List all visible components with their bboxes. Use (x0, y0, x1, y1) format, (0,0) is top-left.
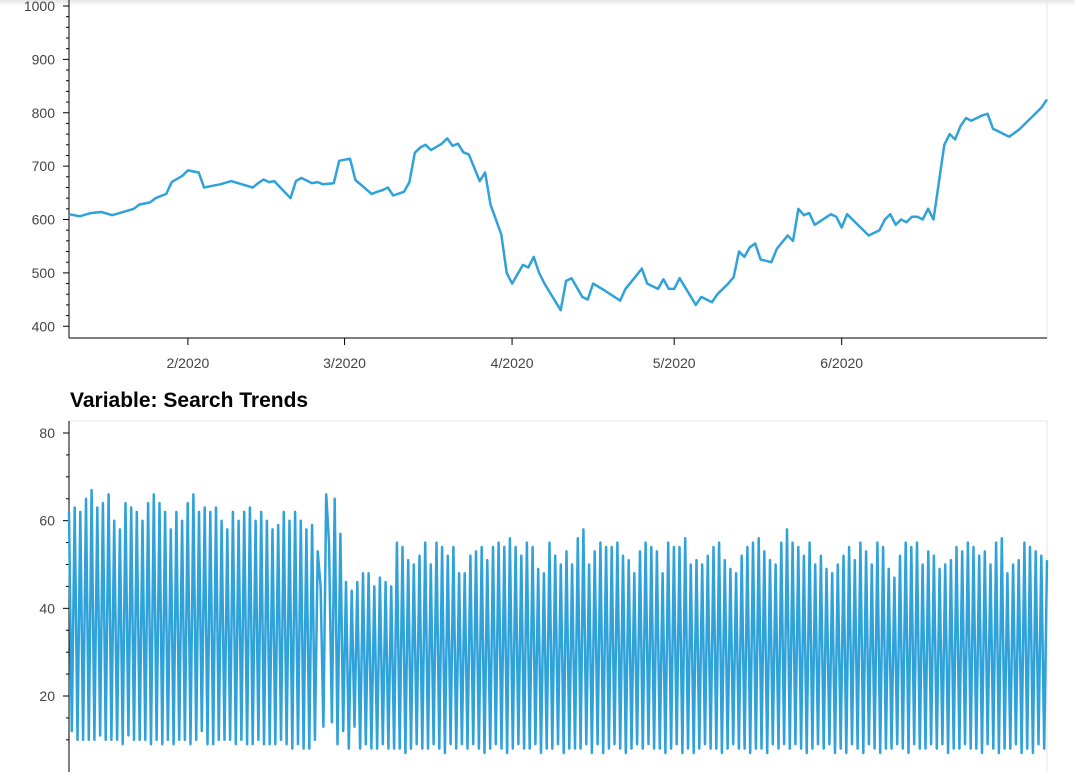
chart-1-y-tick-label: 500 (32, 265, 56, 281)
chart-1-y-tick-label: 1000 (24, 0, 55, 14)
chart-1-x-tick-label: 6/2020 (820, 355, 863, 371)
chart-1-x-tick-label: 4/2020 (491, 355, 534, 371)
chart-1-y-tick-label: 700 (32, 158, 56, 174)
chart-2-y-ticks: 20 40 60 80 (39, 425, 69, 741)
chart-1-series-line (68, 98, 1049, 312)
chart-1-y-tick-label: 900 (32, 51, 56, 67)
chart-2: Variable: Search Trends 20 40 60 80 (39, 389, 1049, 772)
chart-1-y-tick-label: 600 (32, 212, 56, 228)
chart-1-y-ticks: 400 500 600 700 800 900 1000 (24, 0, 69, 334)
chart-1-frame (68, 0, 1048, 339)
chart-2-y-tick-label: 80 (39, 425, 55, 441)
chart-1-x-tick-label: 2/2020 (166, 355, 209, 371)
chart-2-y-tick-label: 40 (39, 600, 55, 616)
chart-1-x-tick-label: 5/2020 (653, 355, 696, 371)
chart-2-y-tick-label: 60 (39, 513, 55, 529)
chart-1-x-ticks: 2/2020 3/2020 4/2020 5/2020 6/2020 (166, 338, 863, 371)
chart-1: 400 500 600 700 800 900 1000 2/2020 3/2020 4/202… (24, 0, 1049, 371)
top-shadow (0, 0, 1075, 6)
chart-1-y-tick-label: 400 (32, 318, 56, 334)
chart-2-y-tick-label: 20 (39, 688, 55, 704)
chart-2-title: Variable: Search Trends (70, 389, 308, 412)
chart-1-y-tick-label: 800 (32, 105, 56, 121)
chart-2-series-line (67, 488, 1049, 755)
chart-1-x-tick-label: 3/2020 (323, 355, 366, 371)
